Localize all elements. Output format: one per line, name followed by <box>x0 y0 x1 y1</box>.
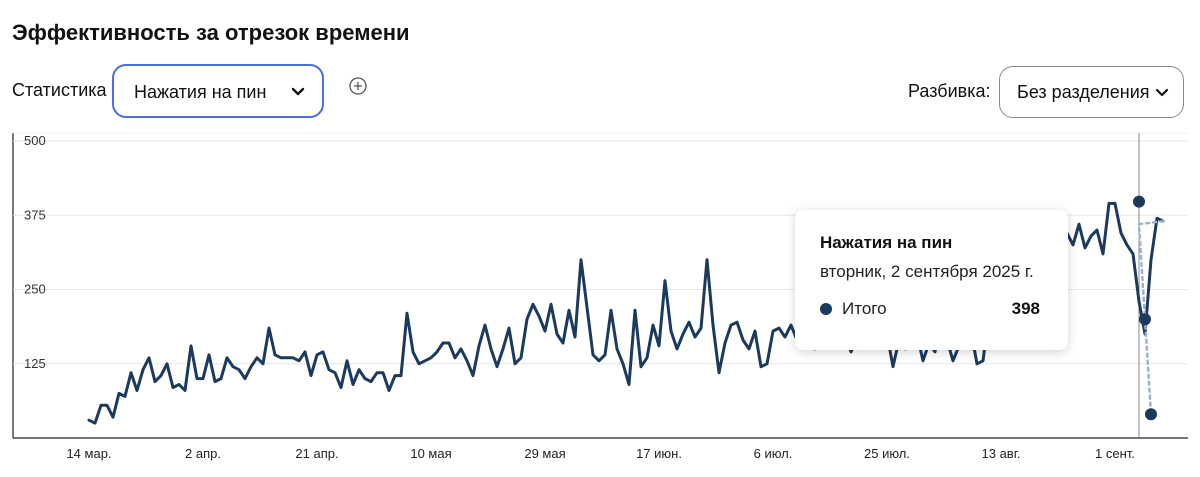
x-tick-label: 14 мар. <box>66 446 111 461</box>
series-line-total <box>87 201 1165 425</box>
x-tick-label: 10 мая <box>410 446 451 461</box>
chevron-down-icon <box>1155 86 1169 104</box>
y-tick-label: 250 <box>24 282 46 297</box>
x-tick-label: 21 апр. <box>295 446 338 461</box>
projection-line <box>1137 219 1165 416</box>
statistic-dropdown[interactable]: Нажатия на пин <box>112 64 324 118</box>
x-tick-label: 13 авг. <box>982 446 1021 461</box>
chart-tooltip: Нажатия на пин вторник, 2 сентября 2025 … <box>795 210 1068 350</box>
statistic-label: Статистика <box>12 80 107 100</box>
chevron-down-icon <box>290 85 306 104</box>
projection-point <box>1139 313 1151 326</box>
x-tick-label: 17 июн. <box>636 446 682 461</box>
y-tick-label: 500 <box>24 133 46 148</box>
x-tick-label: 2 апр. <box>185 446 221 461</box>
y-tick-label: 375 <box>24 207 46 222</box>
tooltip-series-dot <box>820 303 832 315</box>
tooltip-date: вторник, 2 сентября 2025 г. <box>820 262 1034 281</box>
x-tick-label: 29 мая <box>524 446 565 461</box>
line-chart: 125 250 375 500 14 мар. 2 апр. 21 апр. 10 мая 2… <box>12 132 1188 461</box>
tooltip-title: Нажатия на пин <box>820 233 953 252</box>
plus-circle-icon[interactable] <box>348 76 368 101</box>
projection-point <box>1145 408 1157 421</box>
tooltip-value: 398 <box>1011 299 1040 318</box>
y-tick-label: 125 <box>24 356 46 371</box>
x-tick-label: 1 сент. <box>1095 446 1135 461</box>
split-label: Разбивка: <box>908 81 991 101</box>
hover-point <box>1133 195 1145 208</box>
x-tick-label: 6 июл. <box>754 446 793 461</box>
split-dropdown[interactable]: Без разделения <box>999 66 1184 118</box>
page-title: Эффективность за отрезок времени <box>12 20 410 45</box>
statistic-dropdown-value: Нажатия на пин <box>134 82 267 102</box>
split-dropdown-value: Без разделения <box>1017 82 1150 102</box>
x-tick-label: 25 июл. <box>864 446 910 461</box>
tooltip-series-label: Итого <box>842 299 887 318</box>
